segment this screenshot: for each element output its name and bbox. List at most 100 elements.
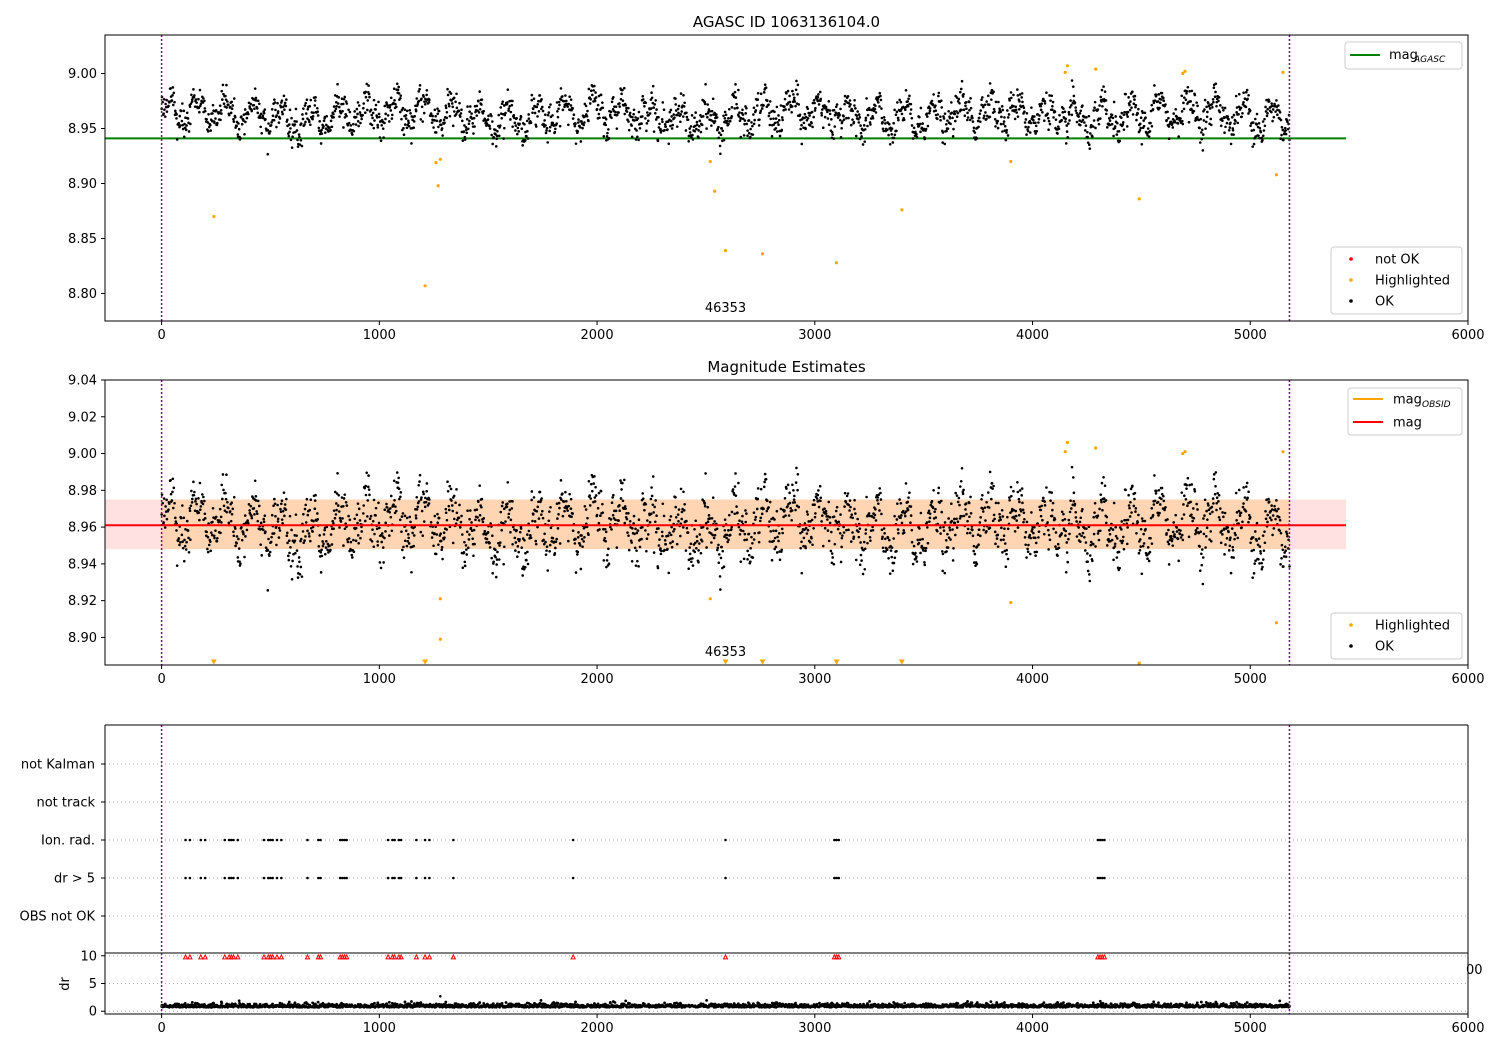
ok-point xyxy=(1204,120,1208,124)
ok-point xyxy=(1192,507,1195,510)
ok-point xyxy=(339,520,343,523)
ok-point xyxy=(694,519,697,523)
ok-point xyxy=(815,497,819,500)
ok-point xyxy=(355,107,359,111)
ok-point xyxy=(296,576,300,579)
ok-point xyxy=(910,528,914,532)
ok-point xyxy=(1001,130,1004,133)
ok-point xyxy=(601,511,605,514)
ok-point xyxy=(906,104,910,108)
ok-point xyxy=(677,111,680,115)
ok-point xyxy=(1158,101,1162,105)
ok-point xyxy=(768,123,772,127)
ok-point xyxy=(169,478,172,482)
ok-point xyxy=(347,108,350,112)
ok-point xyxy=(1099,529,1102,533)
ok-point xyxy=(569,98,573,101)
ok-point xyxy=(956,500,960,504)
ok-point xyxy=(550,540,554,543)
ok-point xyxy=(374,103,378,107)
ok-point xyxy=(985,530,988,533)
ok-point xyxy=(649,107,653,110)
ok-point xyxy=(427,502,431,505)
ok-point xyxy=(232,495,236,499)
dr-point xyxy=(233,1002,237,1006)
ok-point xyxy=(583,121,586,124)
ok-point xyxy=(243,514,247,517)
ok-point xyxy=(186,117,190,120)
ok-point xyxy=(1129,500,1132,504)
ok-point xyxy=(321,540,324,543)
ok-point xyxy=(562,99,566,103)
ok-point xyxy=(338,516,342,520)
ok-point xyxy=(951,528,954,531)
ok-point xyxy=(1084,541,1088,544)
ok-point xyxy=(762,91,766,94)
ok-point xyxy=(937,91,941,95)
ok-point xyxy=(544,540,547,544)
ok-point xyxy=(414,516,418,520)
ok-point xyxy=(780,548,784,552)
ok-point xyxy=(1236,536,1240,540)
ok-point xyxy=(738,519,741,523)
ok-point xyxy=(337,493,341,497)
ok-point xyxy=(838,113,841,117)
ok-point xyxy=(411,531,414,535)
ok-point xyxy=(402,545,405,549)
ok-point xyxy=(644,529,647,532)
ok-point xyxy=(322,533,326,536)
ok-point xyxy=(1004,138,1008,142)
ok-point xyxy=(573,124,577,128)
ok-point xyxy=(1186,85,1190,89)
ok-point xyxy=(906,500,910,504)
ok-point xyxy=(1111,116,1115,120)
ok-point xyxy=(1185,92,1188,95)
ok-point xyxy=(993,110,996,113)
ok-point xyxy=(417,99,421,103)
ok-point xyxy=(618,105,621,108)
ok-point xyxy=(1067,537,1070,541)
ok-point xyxy=(436,521,440,525)
ok-point xyxy=(437,125,440,129)
ok-point xyxy=(868,121,872,124)
ok-point xyxy=(1114,115,1117,118)
ok-point xyxy=(693,129,697,133)
ok-point xyxy=(313,507,317,511)
ok-point xyxy=(526,550,529,554)
ok-point xyxy=(946,127,950,130)
ok-point xyxy=(654,99,657,102)
ok-point xyxy=(1005,128,1008,132)
ok-point xyxy=(698,124,701,128)
ok-point xyxy=(854,512,857,515)
flag-point xyxy=(188,876,192,880)
ok-point xyxy=(380,540,383,544)
ok-point xyxy=(1195,502,1198,506)
ok-point xyxy=(1240,115,1243,119)
ok-point xyxy=(767,103,770,106)
ok-point xyxy=(461,139,465,142)
ok-point xyxy=(504,111,507,115)
ok-point xyxy=(478,484,481,487)
ok-point xyxy=(618,509,621,513)
ok-point xyxy=(1274,517,1277,521)
ok-point xyxy=(739,560,743,563)
ok-point xyxy=(1130,106,1133,109)
ok-point xyxy=(1281,548,1285,552)
ok-point xyxy=(674,103,678,106)
ok-point xyxy=(1250,549,1254,553)
ok-point xyxy=(199,102,203,106)
ok-point xyxy=(673,527,676,531)
ok-point xyxy=(384,521,387,525)
ok-point xyxy=(750,535,753,539)
ok-point xyxy=(775,551,779,554)
ok-point xyxy=(458,101,461,105)
flag-point xyxy=(319,876,322,880)
ok-point xyxy=(175,138,179,141)
ok-point xyxy=(1277,104,1280,107)
ok-point xyxy=(424,496,427,500)
ok-point xyxy=(305,98,309,102)
ok-point xyxy=(953,112,957,116)
ok-point xyxy=(1198,545,1201,548)
ok-point xyxy=(412,126,416,130)
